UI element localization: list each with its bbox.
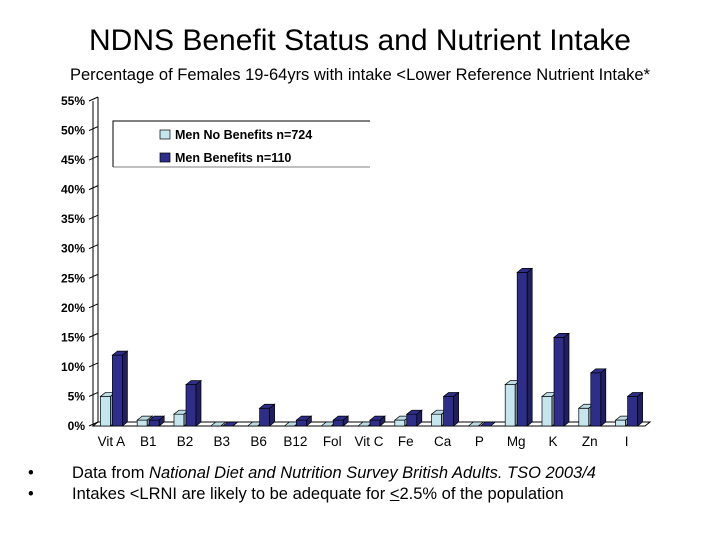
bar-side — [600, 368, 607, 427]
bar-side — [379, 415, 386, 427]
bar-front — [112, 354, 123, 427]
x-tick-label: B6 — [250, 434, 267, 449]
bar-side — [490, 421, 496, 427]
legend-label: Men Benefits n=110 — [175, 151, 291, 165]
bar-front — [173, 413, 185, 427]
y-tick-label: 5% — [68, 389, 86, 403]
legend-swatch — [159, 152, 171, 163]
bar-side — [220, 421, 227, 427]
bar-front — [431, 413, 442, 427]
bar-front — [185, 384, 197, 427]
footnote-source-title: National Diet and Nutrition Survey Briti… — [149, 464, 596, 482]
bar-side — [478, 421, 484, 427]
bar-front — [516, 272, 528, 427]
bar-chart: 0% 5% 10% 15% 20% 25% 30% 35% 40% 45% 50% 55% Men N… — [61, 94, 652, 449]
y-tick-label: 0% — [68, 419, 86, 433]
bar-side — [526, 267, 533, 427]
slide-subtitle: Percentage of Females 19-64yrs with inta… — [69, 66, 651, 84]
footnote-source-text: Data from National Diet and Nutrition Su… — [72, 463, 596, 484]
chart-bars — [99, 267, 644, 427]
bullet-icon: • — [28, 464, 34, 482]
bar-front — [504, 384, 516, 427]
footnotes: • Data from National Diet and Nutrition … — [28, 463, 596, 505]
bar-front — [332, 419, 344, 427]
chart-legend: Men No Benefits n=724 Men Benefits n=110 — [112, 120, 370, 168]
x-tick-label: B2 — [177, 434, 194, 449]
bar-front — [369, 419, 381, 427]
bar-front — [615, 419, 626, 427]
y-tick-label: 55% — [61, 94, 85, 108]
y-tick-label: 40% — [61, 183, 85, 197]
bar-side — [453, 391, 459, 427]
x-tick-label: Fe — [398, 434, 414, 449]
legend-swatch — [159, 129, 171, 140]
bullet-icon: • — [28, 485, 34, 503]
footnote-source-prefix: Data from — [72, 464, 150, 482]
x-tick-label: Ca — [434, 434, 452, 449]
y-tick-label: 15% — [61, 330, 85, 344]
y-tick-mark — [88, 96, 99, 102]
y-tick-label: 20% — [61, 301, 85, 315]
x-tick-label: Zn — [582, 434, 598, 449]
bar-front — [541, 396, 553, 427]
x-tick-label: B1 — [140, 434, 157, 449]
x-tick-label: I — [625, 434, 629, 449]
bar-front — [148, 419, 160, 427]
bar-side — [158, 415, 165, 427]
bar-front — [394, 419, 406, 427]
x-tick-label: B3 — [214, 434, 231, 449]
bar-front — [259, 407, 270, 427]
footnote-source: • Data from National Diet and Nutrition … — [28, 463, 596, 484]
bar-front — [100, 396, 111, 427]
y-tick-label: 45% — [61, 153, 85, 167]
x-tick-label: B12 — [283, 434, 307, 449]
y-tick-label: 35% — [61, 212, 85, 226]
footnote-adequacy-text: Intakes <LRNI are likely to be adequate … — [72, 484, 564, 505]
bar-front — [296, 419, 307, 427]
x-tick-label: Vit A — [98, 434, 126, 449]
y-tick-label: 30% — [61, 242, 85, 256]
bar-side — [122, 350, 128, 427]
bar-side — [637, 391, 643, 427]
bar-front — [627, 396, 638, 427]
footnote-adequacy-symbol: < — [389, 485, 400, 503]
x-tick-label: P — [475, 434, 484, 449]
footnote-adequacy: • Intakes <LRNI are likely to be adequat… — [28, 484, 596, 505]
y-tick-label: 25% — [61, 271, 85, 285]
bar-front — [590, 372, 602, 427]
y-tick-label: 50% — [61, 124, 85, 138]
bar-front — [406, 413, 418, 427]
x-tick-label: K — [548, 434, 557, 449]
bar-side — [306, 415, 312, 427]
footnote-adequacy-suffix: 2.5% of the population — [399, 485, 564, 503]
bar-side — [563, 332, 570, 427]
bar-side — [232, 421, 239, 427]
x-axis-labels: Vit A B1 B2 B3 B6 B12 Fol Vit C Fe Ca P Mg K Zn I — [98, 434, 629, 449]
bar-front — [578, 407, 590, 427]
bar-front — [136, 419, 148, 427]
y-tick-label: 10% — [61, 360, 85, 374]
x-tick-label: Vit C — [354, 434, 383, 449]
bar-side — [342, 415, 349, 427]
legend-frame — [112, 120, 370, 167]
bar-side — [269, 403, 275, 427]
x-tick-label: Fol — [323, 434, 342, 449]
bar-side — [416, 409, 423, 427]
legend-label: Men No Benefits n=724 — [175, 128, 312, 142]
slide-title: NDNS Benefit Status and Nutrient Intake — [89, 24, 631, 57]
footnote-adequacy-prefix: Intakes <LRNI are likely to be adequate … — [72, 485, 390, 503]
y-axis-ticks: 0% 5% 10% 15% 20% 25% 30% 35% 40% 45% 50% 55% — [61, 94, 99, 433]
bar-side — [195, 379, 202, 427]
x-tick-label: Mg — [507, 434, 526, 449]
bar-front — [443, 396, 454, 427]
bar-front — [553, 337, 565, 427]
